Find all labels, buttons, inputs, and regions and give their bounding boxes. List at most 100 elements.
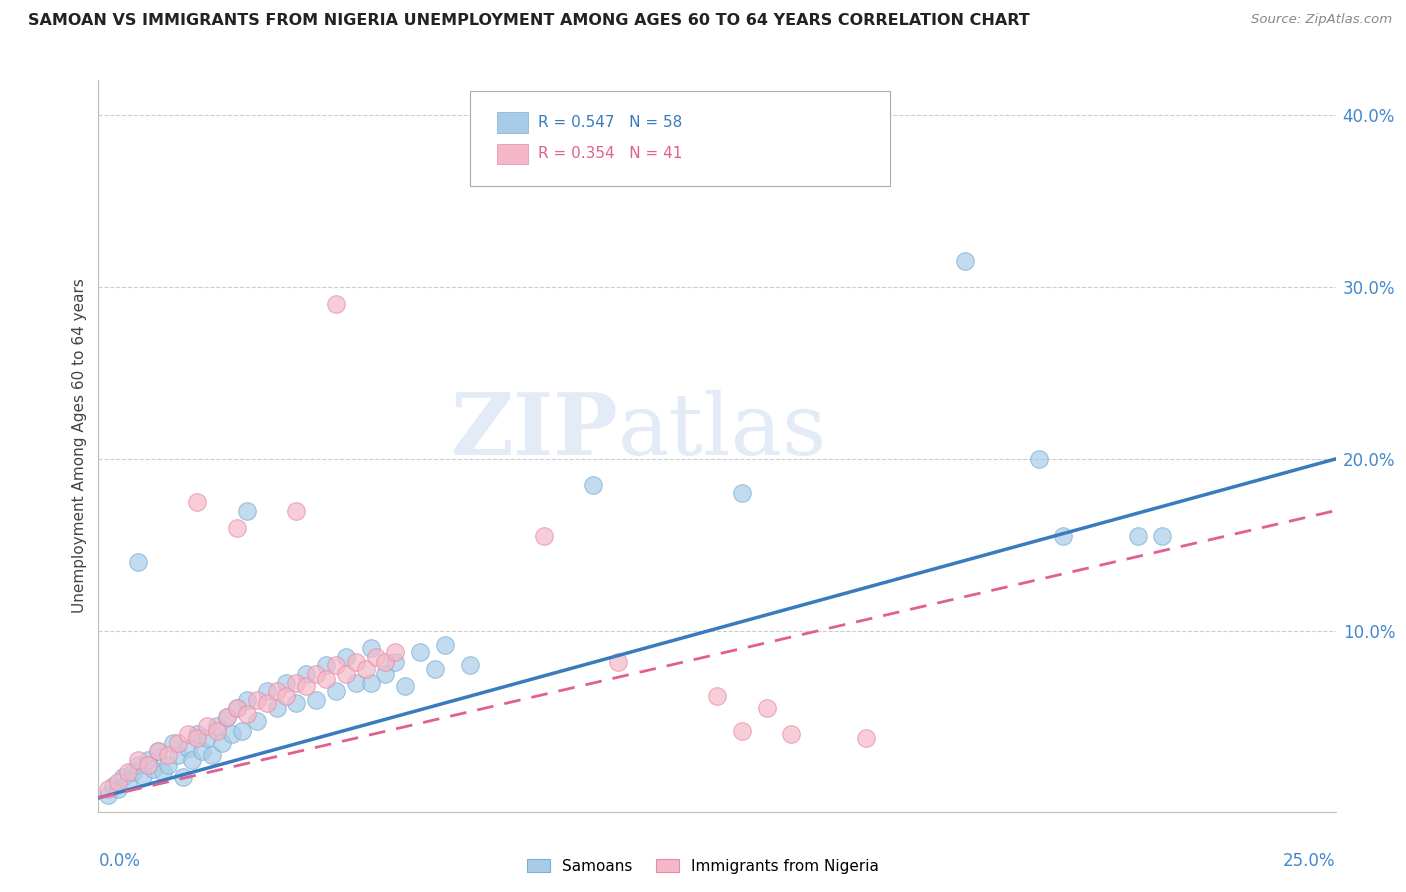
Point <box>276 690 298 704</box>
Point <box>205 723 228 738</box>
Point <box>136 758 159 772</box>
Point <box>211 736 233 750</box>
Point <box>186 727 208 741</box>
Point <box>132 768 155 782</box>
Point <box>127 555 149 569</box>
Point <box>266 684 288 698</box>
Point <box>305 693 328 707</box>
Point <box>533 529 555 543</box>
Point <box>146 744 169 758</box>
Point <box>181 753 204 767</box>
Point <box>236 503 259 517</box>
FancyBboxPatch shape <box>496 144 527 164</box>
Point <box>780 727 803 741</box>
Legend: Samoans, Immigrants from Nigeria: Samoans, Immigrants from Nigeria <box>522 853 884 880</box>
Point <box>325 297 347 311</box>
Text: SAMOAN VS IMMIGRANTS FROM NIGERIA UNEMPLOYMENT AMONG AGES 60 TO 64 YEARS CORRELA: SAMOAN VS IMMIGRANTS FROM NIGERIA UNEMPL… <box>28 13 1029 29</box>
Point <box>191 744 214 758</box>
Point <box>226 701 249 715</box>
Point <box>146 744 169 758</box>
Point <box>285 696 308 710</box>
Text: 0.0%: 0.0% <box>98 852 141 870</box>
Point <box>354 662 377 676</box>
Point <box>172 770 194 784</box>
Point <box>731 723 754 738</box>
Point <box>201 747 224 762</box>
Point <box>97 788 120 802</box>
Text: 25.0%: 25.0% <box>1284 852 1336 870</box>
Text: Source: ZipAtlas.com: Source: ZipAtlas.com <box>1251 13 1392 27</box>
Point <box>384 655 406 669</box>
Point <box>176 741 198 756</box>
Point <box>127 758 149 772</box>
Point <box>1028 451 1050 466</box>
Point <box>152 765 174 780</box>
Point <box>335 649 357 664</box>
Point <box>186 495 208 509</box>
Point <box>953 254 976 268</box>
Point <box>1152 529 1174 543</box>
Point <box>226 701 249 715</box>
Point <box>364 649 387 664</box>
Point <box>374 667 396 681</box>
Point <box>107 782 129 797</box>
Point <box>231 723 253 738</box>
Point <box>374 655 396 669</box>
Point <box>117 765 139 780</box>
Point <box>256 696 278 710</box>
Point <box>295 667 318 681</box>
Point <box>360 641 382 656</box>
Text: R = 0.547   N = 58: R = 0.547 N = 58 <box>537 115 682 130</box>
Point <box>344 675 367 690</box>
Point <box>285 675 308 690</box>
Point <box>195 731 218 745</box>
Point <box>325 684 347 698</box>
Point <box>97 782 120 797</box>
Point <box>205 719 228 733</box>
Point <box>156 747 179 762</box>
Point <box>112 770 135 784</box>
Point <box>246 714 269 728</box>
Point <box>127 753 149 767</box>
Point <box>276 675 298 690</box>
Point <box>1126 529 1149 543</box>
Y-axis label: Unemployment Among Ages 60 to 64 years: Unemployment Among Ages 60 to 64 years <box>72 278 87 614</box>
Point <box>103 779 125 793</box>
Point <box>325 658 347 673</box>
Point <box>186 731 208 745</box>
FancyBboxPatch shape <box>496 112 527 133</box>
Point <box>315 658 337 673</box>
Point <box>855 731 877 745</box>
Point <box>236 706 259 721</box>
Point <box>344 655 367 669</box>
Point <box>246 693 269 707</box>
Point <box>256 684 278 698</box>
Point <box>755 701 778 715</box>
Point <box>295 679 318 693</box>
Text: R = 0.354   N = 41: R = 0.354 N = 41 <box>537 146 682 161</box>
Point <box>335 667 357 681</box>
Point <box>142 762 165 776</box>
Point <box>217 710 239 724</box>
Point <box>166 736 188 750</box>
Point <box>706 690 728 704</box>
Point <box>162 736 184 750</box>
Point <box>315 672 337 686</box>
Point <box>582 477 605 491</box>
Point <box>166 747 188 762</box>
Point <box>176 727 198 741</box>
Point <box>384 645 406 659</box>
Point <box>117 775 139 789</box>
Point <box>266 701 288 715</box>
Point <box>409 645 432 659</box>
Point <box>221 727 243 741</box>
Point <box>122 765 145 780</box>
Point <box>360 675 382 690</box>
Point <box>156 758 179 772</box>
Point <box>195 719 218 733</box>
Point <box>458 658 481 673</box>
Text: ZIP: ZIP <box>450 390 619 474</box>
Point <box>731 486 754 500</box>
Point <box>226 521 249 535</box>
Text: atlas: atlas <box>619 390 827 473</box>
